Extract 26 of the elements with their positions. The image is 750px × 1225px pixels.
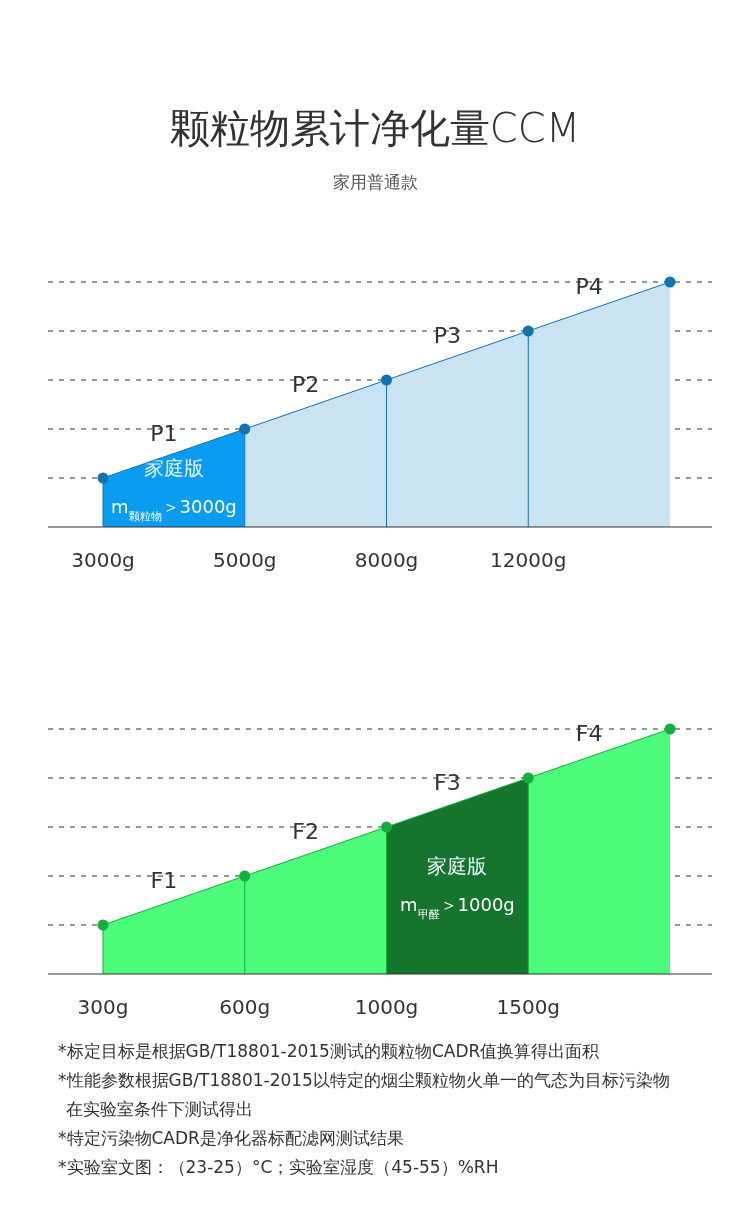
annotation: P2 xyxy=(291,371,320,397)
chart-title: 颗粒物累计净化量CCM xyxy=(169,105,581,151)
x-tick-label: 8000g xyxy=(354,548,419,572)
x-tick-label: 1500g xyxy=(496,995,561,1019)
text: *性能参数根据GB/T18801-2015以特定的烟尘颗粒物火单一的气态为目标污染物在实验室条件下测试得出 xyxy=(58,1070,670,1119)
x-tick-label: 300g xyxy=(77,995,129,1019)
chart-subtitle: 家用普通款 xyxy=(332,172,418,192)
x-tick-label: 600g xyxy=(219,995,271,1019)
annotation: P1 xyxy=(150,420,178,446)
x-tick-label: 1000g xyxy=(354,995,419,1019)
annotation: F3 xyxy=(434,769,461,795)
x-tick-label: 12000g xyxy=(490,548,567,572)
annotation: P4 xyxy=(575,273,603,299)
annotation: F1 xyxy=(150,867,178,893)
annotation: F4 xyxy=(575,720,603,746)
annotation: 家庭版 xyxy=(427,853,488,878)
annotation: 家庭版 xyxy=(143,455,204,480)
x-tick-label: 3000g xyxy=(71,548,135,572)
x-tick-label: 5000g xyxy=(212,548,277,572)
text: *标定目标是根据GB/T18801-2015测试的颗粒物CADR值换算得出面积 xyxy=(58,1041,600,1061)
text: *特定污染物CADR是净化器标配滤网测试结果 xyxy=(58,1128,404,1148)
annotation: F2 xyxy=(292,818,319,844)
annotation: m$_{颗粒物}$＞3000g xyxy=(110,495,237,522)
text: *实验室文图：（23-25）°C；实验室湿度（45-55）%RH xyxy=(58,1157,499,1177)
annotation: m$_{甲醛}$＞1000g xyxy=(399,893,515,920)
annotation: P3 xyxy=(433,322,462,348)
